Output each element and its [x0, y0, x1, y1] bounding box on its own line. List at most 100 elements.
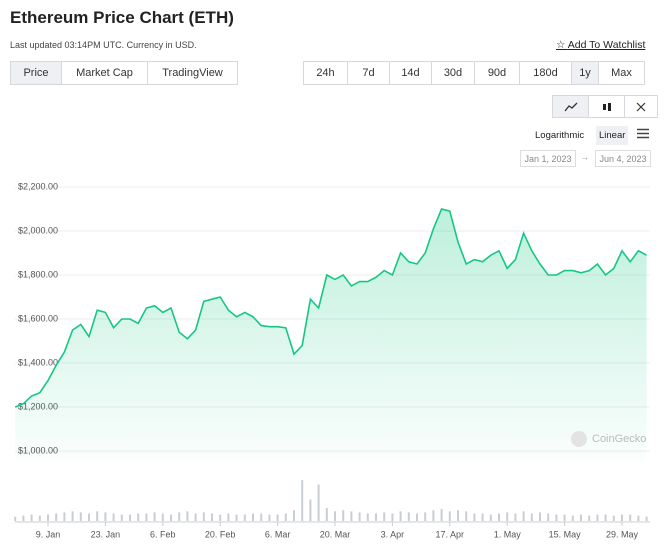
volume-bar	[22, 515, 25, 521]
volume-bar	[79, 512, 82, 521]
date-from[interactable]: Jan 1, 2023	[520, 150, 576, 167]
volume-bar	[88, 513, 90, 521]
date-sep: →	[580, 152, 589, 162]
x-tick-label: 6. Mar	[265, 529, 291, 539]
watchlist[interactable]: ☆ Add To Watchlist	[556, 39, 646, 51]
range-button[interactable]: 90d	[474, 61, 520, 85]
volume-bar	[47, 514, 49, 521]
volume-bar	[383, 512, 386, 521]
volume-bar	[284, 513, 287, 521]
volume-bar	[112, 513, 115, 521]
x-tick-label: 9. Jan	[36, 529, 61, 539]
volume-bar	[432, 510, 435, 521]
volume-bar	[243, 514, 246, 521]
range-button[interactable]: 1y	[571, 61, 599, 85]
x-tick-label: 17. Apr	[436, 529, 465, 539]
volume-bar	[219, 514, 222, 521]
scale-linear[interactable]: Linear	[596, 126, 629, 145]
volume-bar	[268, 514, 271, 521]
volume-bar	[465, 511, 468, 521]
x-tick-label: 20. Feb	[205, 529, 236, 539]
y-tick-label: $2,200.00	[18, 181, 58, 191]
volume-bar	[63, 512, 66, 521]
volume-bar	[178, 512, 181, 521]
volume-bar	[334, 511, 336, 521]
volume-bar	[366, 513, 369, 521]
volume-bar	[621, 514, 623, 521]
volume-bar	[260, 513, 263, 521]
range-button[interactable]: 7d	[347, 61, 390, 85]
volume-bar	[407, 512, 410, 521]
subtitle: Last updated 03:14PM UTC. Currency in US…	[10, 40, 197, 50]
price-area	[15, 209, 647, 461]
volume-bar	[448, 511, 451, 521]
range-button[interactable]: 14d	[389, 61, 432, 85]
volume-bar	[293, 510, 295, 521]
icon	[563, 102, 577, 111]
range-button[interactable]: 30d	[431, 61, 475, 85]
volume-bar	[563, 514, 566, 521]
tab[interactable]: TradingView	[147, 61, 238, 85]
volume-bar	[194, 513, 197, 521]
volume-bar	[489, 514, 492, 521]
volume-bar	[530, 513, 533, 521]
volume-bar	[104, 512, 107, 521]
volume-bar	[358, 512, 361, 521]
watermark: CoinGecko	[592, 433, 646, 445]
title: Ethereum Price Chart (ETH)	[10, 8, 234, 27]
x-tick-label: 6. Feb	[150, 529, 176, 539]
tab[interactable]: Market Cap	[61, 61, 148, 85]
volume-bar	[252, 513, 254, 521]
volume-bar	[514, 513, 517, 521]
volume-bar	[96, 511, 99, 521]
expand-icon[interactable]	[624, 95, 658, 118]
volume-bar	[276, 514, 279, 521]
watchlist-label[interactable]: Add To Watchlist	[567, 39, 646, 51]
y-tick-label: $1,400.00	[18, 357, 58, 367]
volume-bar	[645, 516, 648, 521]
volume-bar	[120, 514, 123, 521]
icon	[636, 102, 646, 111]
volume-bar	[375, 513, 377, 521]
volume-bar	[498, 513, 500, 521]
volume-bar	[457, 510, 459, 521]
volume-bar	[416, 513, 418, 521]
volume-bar	[391, 513, 394, 521]
volume-bar	[571, 515, 574, 521]
volume-bar	[596, 514, 599, 521]
volume-bar	[325, 508, 328, 521]
volume-bar	[424, 512, 427, 521]
volume-bar	[227, 513, 230, 521]
volume-bar	[186, 511, 189, 521]
volume-bar	[629, 514, 632, 521]
scale-log[interactable]: Logarithmic	[535, 130, 585, 141]
volume-bar	[309, 499, 312, 521]
volume-bar	[506, 512, 509, 521]
menu-icon[interactable]	[636, 128, 650, 139]
volume-bar	[14, 516, 17, 521]
range-button[interactable]: Max	[598, 61, 645, 85]
volume-bar	[153, 512, 156, 521]
range-button[interactable]: 24h	[303, 61, 348, 85]
x-tick-label: 3. Apr	[381, 529, 405, 539]
volume-bar	[129, 514, 131, 521]
volume-bar	[202, 512, 205, 521]
volume-bar	[342, 510, 345, 521]
volume-bar	[30, 514, 33, 521]
y-tick-label: $1,800.00	[18, 269, 58, 279]
date-to[interactable]: Jun 4, 2023	[595, 150, 651, 167]
volume-bar	[588, 515, 591, 521]
volume-bar	[539, 512, 541, 521]
x-tick-label: 20. Mar	[320, 529, 351, 539]
volume-bar	[317, 484, 320, 521]
volume-bar	[350, 511, 353, 521]
volume-bar	[522, 511, 525, 521]
volume-bar	[399, 511, 402, 521]
volume-bar	[38, 515, 41, 521]
volume-bar	[55, 513, 58, 521]
tab[interactable]: Price	[10, 61, 62, 85]
range-button[interactable]: 180d	[519, 61, 572, 85]
y-tick-label: $2,000.00	[18, 225, 58, 235]
volume-bar	[301, 480, 304, 521]
